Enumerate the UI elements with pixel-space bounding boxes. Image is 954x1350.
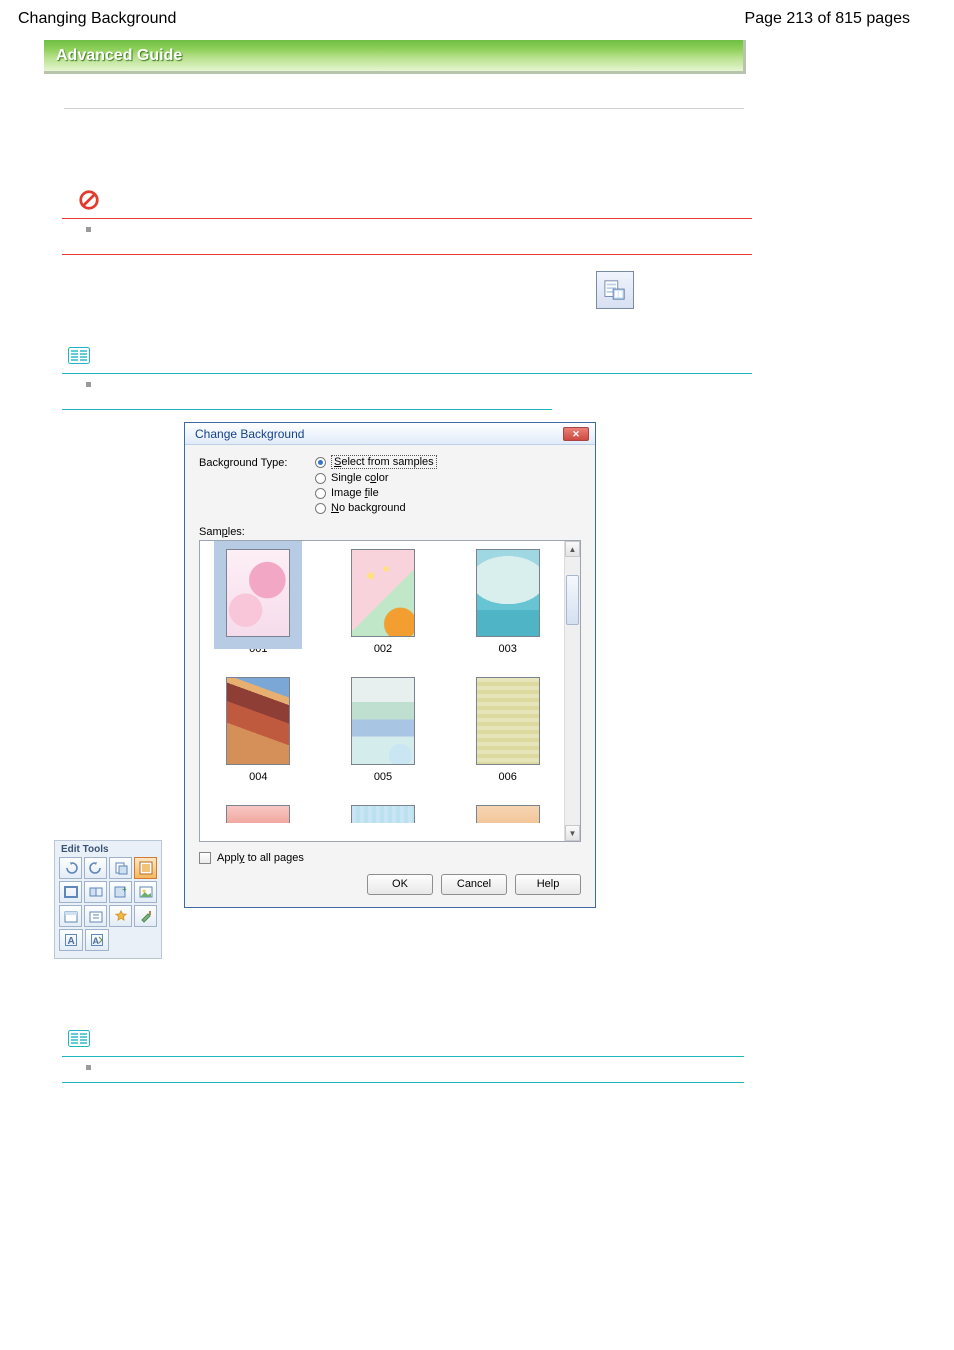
ok-button[interactable]: OK (367, 874, 433, 895)
radio-icon (315, 488, 326, 499)
sample-thumb (351, 805, 415, 823)
layout-icon (604, 279, 626, 301)
brush-icon (139, 909, 153, 923)
sample-008[interactable] (331, 805, 436, 841)
sample-006[interactable]: 006 (455, 677, 560, 801)
date-button[interactable] (84, 905, 107, 927)
close-button[interactable]: ✕ (563, 427, 589, 441)
page-title: Changing Background (18, 10, 176, 28)
svg-text:A: A (68, 936, 75, 947)
picture-button[interactable] (134, 881, 157, 903)
text-icon: A (64, 933, 78, 947)
sample-thumb (476, 677, 540, 765)
swap-icon (89, 885, 103, 899)
rotate-left-icon (64, 861, 78, 875)
swap-button[interactable] (84, 881, 107, 903)
radio-single-color[interactable]: Single color (315, 472, 437, 484)
divider-teal (62, 409, 552, 410)
svg-text:A: A (93, 936, 100, 946)
divider-red (62, 218, 752, 219)
scroll-thumb[interactable] (566, 575, 579, 625)
background-type-label: Background Type: (199, 455, 295, 514)
sample-005[interactable]: 005 (331, 677, 436, 801)
scroll-down-button[interactable]: ▼ (565, 825, 580, 841)
divider-teal (62, 373, 752, 374)
sample-thumb (351, 549, 415, 637)
divider (64, 108, 744, 109)
rotate-right-button[interactable] (84, 857, 107, 879)
picture-icon (139, 885, 153, 899)
page-indicator: Page 213 of 815 pages (745, 10, 910, 28)
change-background-dialog: Change Background ✕ Background Type: Sel… (184, 422, 596, 908)
rotate-left-button[interactable] (59, 857, 82, 879)
page-header: Changing Background Page 213 of 815 page… (14, 10, 914, 36)
sample-004[interactable]: 004 (206, 677, 311, 801)
bullet-icon (86, 227, 91, 232)
checkbox-icon (199, 852, 211, 864)
samples-label: Samples: (199, 526, 245, 538)
dialog-title: Change Background (195, 427, 304, 441)
scroll-track[interactable] (565, 557, 580, 825)
add-image-button[interactable]: + (109, 881, 132, 903)
radio-icon (315, 473, 326, 484)
radio-icon (315, 457, 326, 468)
divider-red (62, 254, 752, 255)
brush-button[interactable] (134, 905, 157, 927)
cancel-button[interactable]: Cancel (441, 874, 507, 895)
calendar-icon (64, 909, 78, 923)
frame-icon (64, 885, 78, 899)
prohibit-icon (78, 189, 100, 211)
crop-icon (114, 861, 128, 875)
apply-to-all-checkbox[interactable]: Apply to all pages (199, 852, 581, 864)
layout-button[interactable] (596, 271, 634, 309)
divider-teal (62, 1082, 744, 1083)
svg-text:+: + (122, 885, 127, 894)
sample-thumb (476, 805, 540, 823)
advanced-guide-banner: Advanced Guide (44, 40, 746, 74)
rotate-right-icon (89, 861, 103, 875)
sample-thumb (226, 805, 290, 823)
close-icon: ✕ (572, 429, 580, 439)
help-button[interactable]: Help (515, 874, 581, 895)
sample-thumb (226, 549, 290, 637)
samples-scrollbar[interactable]: ▲ ▼ (564, 541, 580, 841)
sample-009[interactable] (455, 805, 560, 841)
background-icon (139, 861, 153, 875)
sample-003[interactable]: 003 (455, 549, 560, 673)
bullet-icon (86, 382, 91, 387)
stamp-button[interactable] (109, 905, 132, 927)
samples-panel: 001 002 003 004 (199, 540, 581, 842)
background-button[interactable] (134, 857, 157, 879)
add-image-icon: + (114, 885, 128, 899)
text-button[interactable]: A (59, 929, 83, 951)
banner-text: Advanced Guide (56, 47, 182, 65)
bullet-icon (86, 1065, 91, 1070)
date-icon (89, 909, 103, 923)
calendar-button[interactable] (59, 905, 82, 927)
divider-teal (62, 1056, 744, 1057)
crop-button[interactable] (109, 857, 132, 879)
dialog-titlebar: Change Background ✕ (185, 423, 595, 445)
radio-image-file[interactable]: Image file (315, 487, 437, 499)
apply-label: Apply to all pages (217, 852, 304, 864)
sample-001[interactable]: 001 (206, 549, 311, 673)
text-edit-button[interactable]: A (85, 929, 109, 951)
sample-thumb (476, 549, 540, 637)
edit-tools-title: Edit Tools (59, 844, 157, 857)
stamp-icon (114, 909, 128, 923)
sample-thumb (351, 677, 415, 765)
frame-button[interactable] (59, 881, 82, 903)
note-icon (68, 347, 914, 367)
radio-icon (315, 503, 326, 514)
note-icon (68, 1030, 914, 1050)
edit-tools-palette: Edit Tools + A A (54, 840, 162, 959)
radio-no-background[interactable]: No background (315, 502, 437, 514)
sample-007[interactable] (206, 805, 311, 841)
text-edit-icon: A (90, 933, 104, 947)
radio-select-from-samples[interactable]: Select from samples (315, 455, 437, 469)
sample-002[interactable]: 002 (331, 549, 436, 673)
scroll-up-button[interactable]: ▲ (565, 541, 580, 557)
sample-thumb (226, 677, 290, 765)
